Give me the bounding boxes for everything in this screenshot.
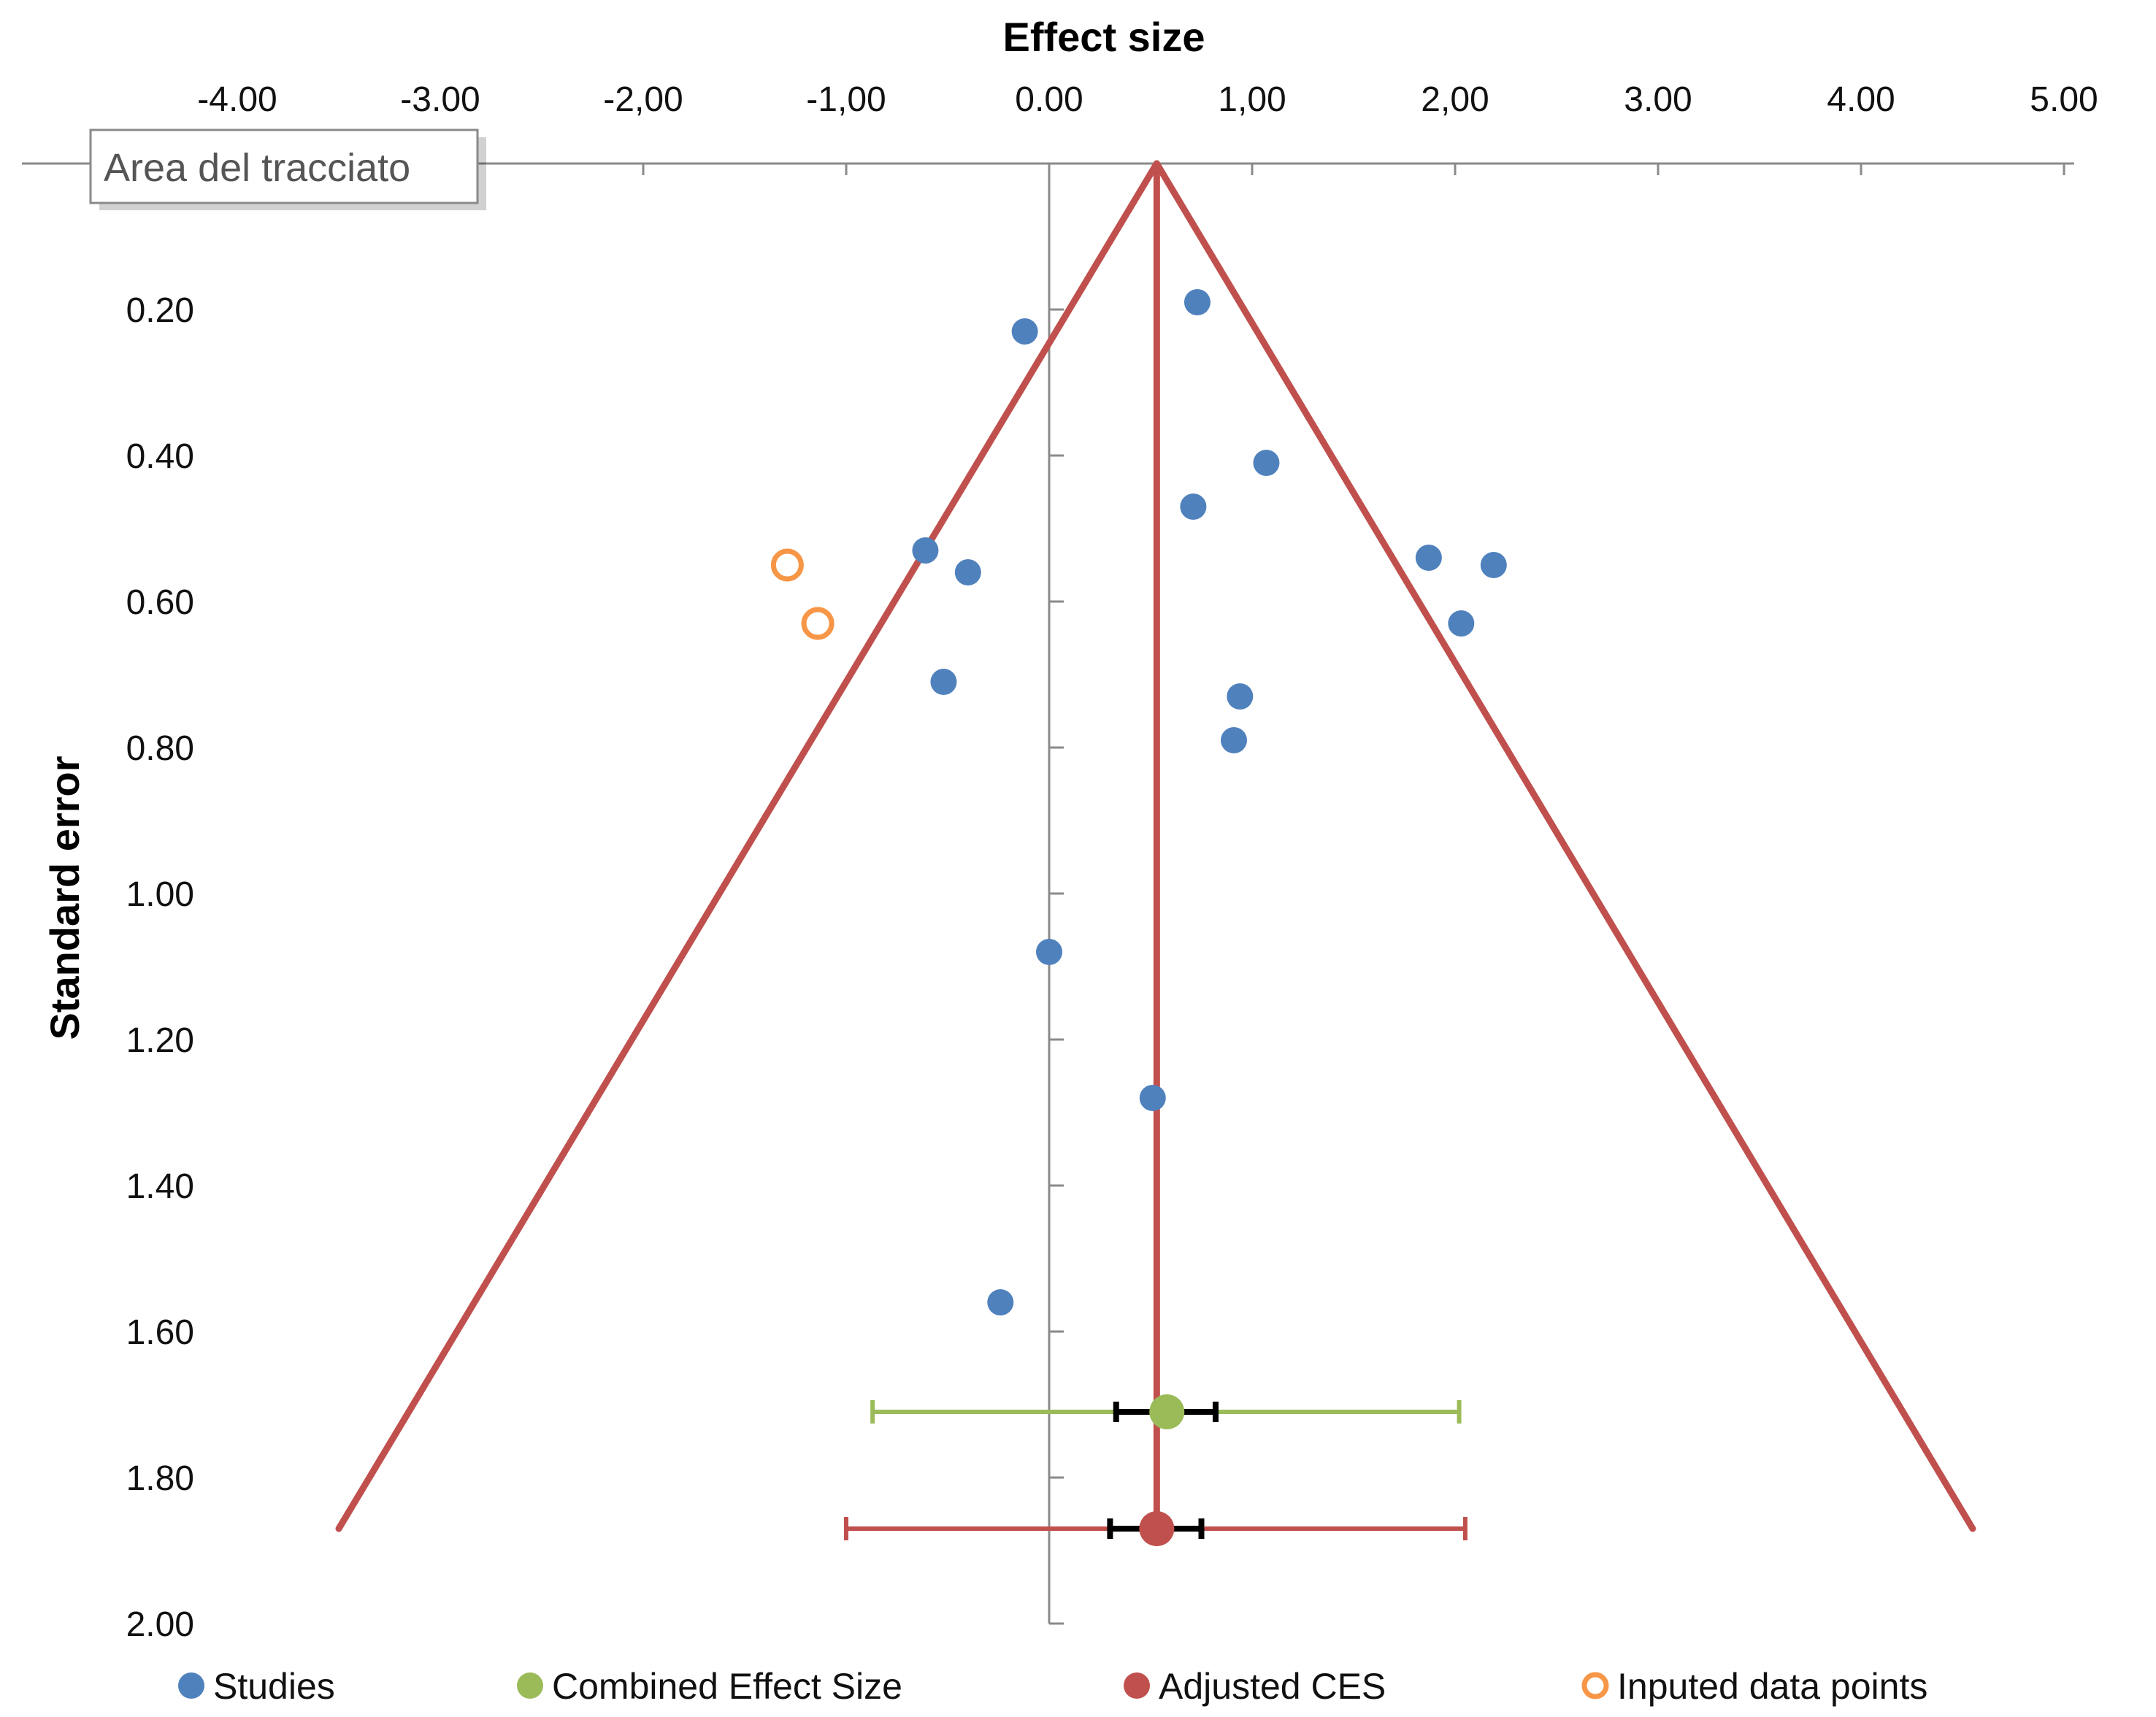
y-tick-label: 1.40: [126, 1167, 194, 1206]
imputed-point: [801, 607, 835, 640]
x-axis-title: Effect size: [1003, 14, 1205, 60]
funnel-left-line: [335, 160, 1160, 1532]
study-point: [1415, 545, 1442, 571]
study-point: [912, 537, 939, 564]
legend-marker: [1124, 1672, 1150, 1699]
study-point: [1011, 318, 1038, 345]
y-axis-title: Standard error: [42, 756, 88, 1040]
x-tick-label: -2,00: [603, 80, 683, 119]
x-tick-label: 3.00: [1624, 80, 1692, 119]
x-tick-label: -3.00: [400, 80, 480, 119]
y-tick-label: 0.20: [126, 291, 194, 330]
y-tick-label: 2.00: [126, 1605, 194, 1644]
x-tick-label: 1,00: [1218, 80, 1286, 119]
x-tick-label: 2,00: [1421, 80, 1489, 119]
plot-area-tooltip: Area del tracciato: [89, 128, 486, 210]
legend-label: Adjusted CES: [1159, 1666, 1386, 1707]
x-tick-label: 0.00: [1015, 80, 1083, 119]
imputed-point: [770, 548, 804, 582]
legend-marker: [517, 1672, 543, 1699]
tooltip-box: [89, 128, 479, 204]
study-point: [1253, 450, 1280, 476]
y-tick-label: 1.60: [126, 1313, 194, 1352]
study-point: [1227, 683, 1254, 710]
effect-size-point: [1149, 1394, 1185, 1429]
study-point: [1448, 610, 1475, 637]
y-tick-labels: 0.20 0.40 0.60 0.80 1.00 1.20 1.40 1.60 1.80 2.00: [126, 291, 194, 1644]
legend-label: Combined Effect Size: [552, 1666, 902, 1707]
legend-label: Studies: [213, 1666, 335, 1707]
study-point: [1180, 493, 1207, 520]
y-tick-label: 1.00: [126, 875, 194, 914]
legend-marker-imputed: [1581, 1672, 1609, 1699]
funnel: [335, 160, 1976, 1532]
y-tick-label: 0.60: [126, 583, 194, 622]
y-tick-label: 0.80: [126, 729, 194, 768]
x-tick-label: -1,00: [806, 80, 886, 119]
legend: Studies Combined Effect Size Adjusted CES I…: [178, 1666, 1927, 1707]
study-point: [1220, 727, 1247, 753]
study-point: [1480, 552, 1507, 578]
x-tick-labels: -4.00 -3.00 -2,00 -1,00 0.00 1,00 2,00 3.00 4.00…: [197, 80, 2098, 119]
study-point: [954, 559, 981, 585]
study-point: [1184, 289, 1211, 315]
effect-size-point: [1139, 1511, 1175, 1546]
data-points: [770, 289, 1507, 1546]
legend-marker: [178, 1672, 204, 1699]
x-tick-label: -4.00: [197, 80, 277, 119]
study-point: [930, 669, 957, 695]
tooltip-text: Area del tracciato: [104, 146, 410, 190]
x-tick-label: 4.00: [1827, 80, 1895, 119]
legend-label: Inputed data points: [1617, 1666, 1927, 1707]
x-tick-label: 5.00: [2030, 80, 2098, 119]
y-tick-label: 0.40: [126, 437, 194, 476]
study-point: [987, 1289, 1014, 1315]
axes: [22, 162, 2074, 1625]
funnel-right-line: [1153, 160, 1976, 1532]
study-point: [1139, 1085, 1166, 1111]
y-tick-label: 1.80: [126, 1459, 194, 1498]
y-tick-label: 1.20: [126, 1021, 194, 1060]
study-point: [1036, 939, 1062, 965]
